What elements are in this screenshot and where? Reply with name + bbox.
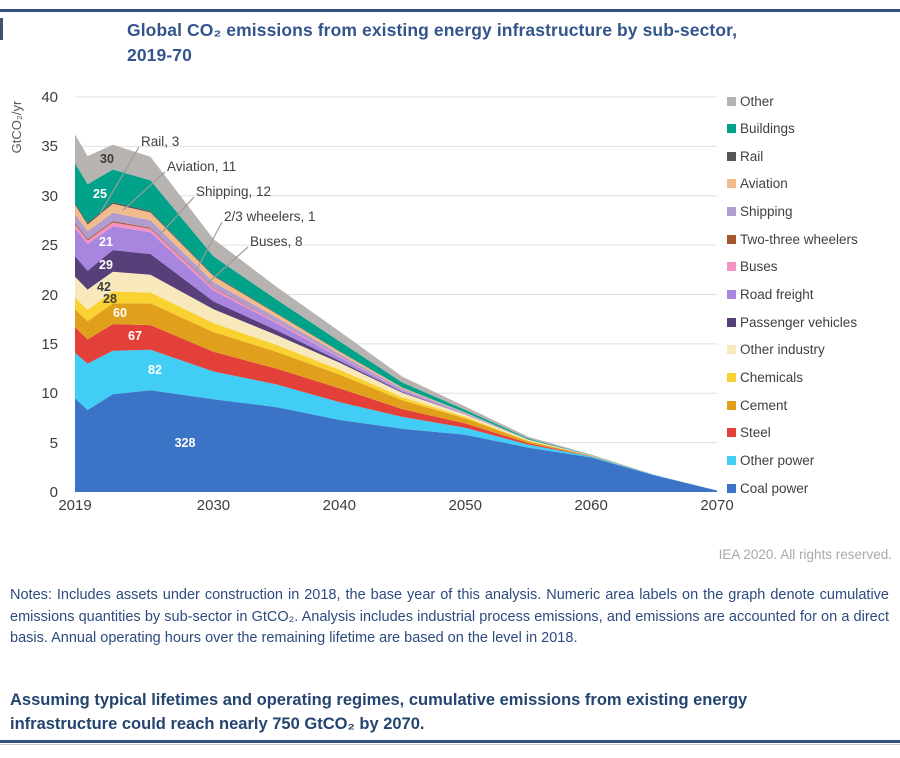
callout-line-shipping: [160, 196, 195, 235]
legend-item-steel: Steel: [727, 423, 771, 443]
legend-swatch-icon: [727, 179, 736, 189]
callout-label-two-three-wheelers: 2/3 wheelers, 1: [224, 209, 316, 224]
callout-label-aviation: Aviation, 11: [167, 159, 237, 174]
callout-label-buses: Buses, 8: [250, 234, 303, 249]
area-label-328: 328: [174, 435, 196, 450]
legend-swatch-icon: [727, 207, 736, 217]
legend-label: Rail: [740, 148, 764, 164]
callout-line-rail: [99, 146, 140, 214]
area-label-25: 25: [93, 186, 107, 201]
legend-label: Other: [740, 93, 774, 109]
legend-item-chemicals: Chemicals: [727, 368, 803, 388]
y-tick-5: 5: [49, 434, 58, 452]
bottom-divider-shadow: [0, 744, 900, 745]
legend-swatch-icon: [727, 124, 736, 134]
y-tick-30: 30: [41, 187, 58, 205]
legend-item-other: Other: [727, 91, 774, 111]
legend-item-rail: Rail: [727, 146, 763, 166]
area-road-freight: [75, 226, 717, 491]
y-tick-10: 10: [41, 385, 58, 403]
legend-item-coal-power: Coal power: [727, 478, 808, 498]
legend-swatch-icon: [727, 317, 736, 327]
x-tick-2019: 2019: [58, 497, 92, 514]
legend-item-road-freight: Road freight: [727, 285, 814, 305]
bottom-divider: [0, 740, 900, 743]
legend-item-aviation: Aviation: [727, 174, 788, 194]
legend-label: Coal power: [740, 480, 809, 496]
legend-swatch-icon: [727, 345, 736, 355]
legend-swatch-icon: [727, 483, 736, 493]
area-other: [75, 134, 717, 491]
legend-item-two-three-wheelers: Two-three wheelers: [727, 229, 858, 249]
x-tick-2050: 2050: [448, 497, 482, 514]
y-tick-40: 40: [41, 89, 58, 106]
chart-title-line2: 2019-70: [127, 45, 192, 65]
top-divider: [0, 9, 900, 12]
chart-title: Global CO₂ emissions from existing energ…: [127, 18, 827, 68]
legend-swatch-icon: [727, 400, 736, 410]
legend-label: Chemicals: [740, 370, 804, 385]
legend-label: Passenger vehicles: [740, 314, 858, 330]
y-tick-15: 15: [41, 335, 58, 353]
legend-label: Other industry: [740, 342, 825, 358]
area-cement: [75, 303, 717, 491]
legend-swatch-icon: [727, 290, 736, 300]
area-label-29: 29: [99, 257, 113, 272]
x-tick-2030: 2030: [196, 497, 231, 514]
chart-title-line1: Global CO₂ emissions from existing energ…: [127, 20, 738, 40]
legend-swatch-icon: [727, 151, 736, 161]
legend-item-buildings: Buildings: [727, 119, 795, 139]
legend-label: Road freight: [740, 287, 814, 303]
legend-swatch-icon: [727, 428, 736, 438]
area-label-82: 82: [148, 363, 162, 378]
legend-item-buses: Buses: [727, 257, 778, 277]
corner-mark: [0, 18, 3, 40]
y-tick-25: 25: [41, 237, 58, 255]
legend-label: Two-three wheelers: [740, 231, 858, 247]
legend-label: Steel: [740, 425, 771, 441]
callout-line-two-three-wheelers: [195, 221, 223, 272]
y-tick-20: 20: [41, 286, 58, 304]
legend-item-other-industry: Other industry: [727, 340, 825, 360]
x-tick-2040: 2040: [322, 497, 357, 514]
area-other-industry: [75, 271, 717, 491]
legend-label: Shipping: [740, 204, 793, 220]
callout-line-aviation: [122, 171, 166, 211]
callout-label-rail: Rail, 3: [141, 134, 180, 149]
legend-label: Aviation: [740, 176, 788, 192]
legend-label: Buildings: [740, 121, 795, 137]
x-tick-2070: 2070: [700, 497, 734, 514]
notes-paragraph: Notes: Includes assets under constructio…: [10, 587, 889, 646]
callout-label-shipping: Shipping, 12: [196, 184, 272, 199]
area-other-power: [75, 349, 717, 491]
area-label-30: 30: [100, 152, 114, 167]
legend-swatch-icon: [727, 234, 736, 244]
x-tick-2060: 2060: [574, 497, 608, 514]
legend-item-passenger-vehicles: Passenger vehicles: [727, 312, 857, 332]
legend-swatch-icon: [727, 455, 736, 465]
y-tick-35: 35: [41, 138, 58, 156]
area-label-67: 67: [128, 329, 142, 344]
legend-swatch-icon: [727, 96, 736, 106]
area-steel: [75, 324, 717, 491]
area-coal-power: [75, 390, 717, 492]
callout-line-buses: [206, 246, 249, 284]
area-label-21: 21: [99, 235, 113, 250]
legend-swatch-icon: [727, 262, 736, 272]
takeaway-statement: Assuming typical lifetimes and operating…: [10, 691, 748, 733]
legend-label: Cement: [740, 397, 788, 413]
legend-swatch-icon: [727, 373, 736, 382]
legend-label: Other power: [740, 452, 815, 468]
legend-item-shipping: Shipping: [727, 202, 793, 222]
area-label-60: 60: [113, 305, 127, 320]
y-tick-0: 0: [49, 484, 58, 501]
legend-label: Buses: [740, 259, 778, 275]
area-label-42: 42: [97, 279, 111, 294]
legend-item-other-power: Other power: [727, 450, 814, 470]
attribution: IEA 2020. All rights reserved.: [718, 547, 892, 562]
legend-item-cement: Cement: [727, 395, 787, 415]
area-label-28: 28: [103, 292, 117, 307]
